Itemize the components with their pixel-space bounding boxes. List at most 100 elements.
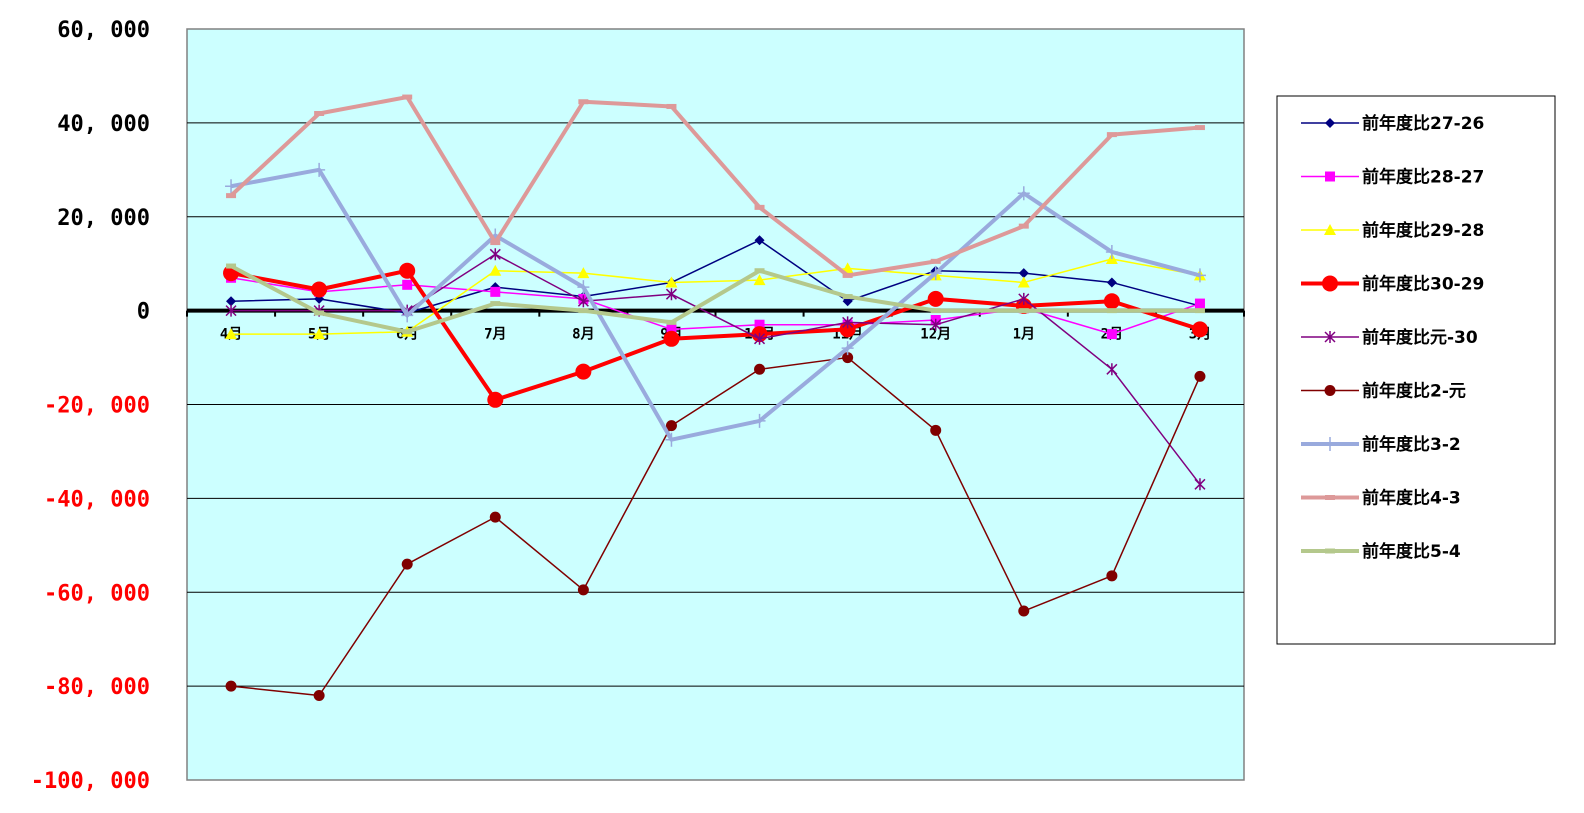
data-point [754,319,765,330]
x-tick-label: 8月 [572,327,594,343]
data-point [313,162,326,177]
data-point [930,258,941,264]
data-point [490,301,501,307]
y-axis: 60, 000 40, 000 20, 000 0 -20, 000 -40, 000 -6… [31,18,150,794]
data-point [487,391,504,408]
series-3 [225,252,1206,340]
legend-item: 前年度比30-29 [1301,274,1484,295]
x-tick-label: 7月 [484,327,506,343]
data-point [663,330,680,347]
series-line [230,167,1201,442]
y-tick-label: -100, 000 [31,769,150,794]
legend-item: 前年度比元-30 [1301,327,1478,348]
data-point [402,329,413,335]
data-point [575,363,592,380]
data-point [930,308,941,314]
data-point [313,328,326,340]
legend-item: 前年度比27-26 [1301,113,1484,134]
data-point [1018,292,1030,305]
y-tick-label: -80, 000 [44,675,150,700]
data-point [399,262,416,279]
data-point [754,363,766,375]
series-line [229,95,1201,278]
data-point [1106,308,1117,314]
data-point [1103,293,1120,310]
legend-item: 前年度比3-2 [1301,434,1461,455]
data-point [577,584,589,596]
x-tick-label: 1月 [1013,327,1035,343]
data-point [489,264,502,276]
data-point [1194,298,1205,309]
x-tick-label: 12月 [920,327,951,343]
data-point [577,267,590,279]
data-point [1106,132,1117,138]
series-8 [226,94,1205,278]
series-9 [226,263,1205,335]
data-point [1325,495,1335,500]
data-point [1191,321,1208,338]
y-tick-label: 0 [137,300,150,325]
data-point [666,103,677,109]
data-point [1325,548,1335,554]
data-point [1193,268,1206,283]
data-point [1324,331,1336,343]
data-point [225,328,238,340]
y-tick-label: -20, 000 [44,394,150,419]
series-line [230,268,1201,402]
data-point [665,288,677,301]
data-point [490,286,501,297]
series-line [230,356,1201,697]
legend: 前年度比27-26 前年度比28-27 前年度比29-28 前年度比30-29 前年度比… [1276,95,1556,645]
data-point [1018,605,1030,617]
data-point [930,424,942,436]
data-point [754,332,766,345]
data-point [489,511,501,523]
data-point [1194,370,1206,382]
data-point [401,558,413,570]
data-point [665,420,677,432]
data-point [1017,186,1030,201]
legend-item: 前年度比4-3 [1301,488,1461,509]
data-point [1324,385,1336,396]
data-point [1106,570,1118,582]
data-point [1325,171,1335,182]
data-point [578,308,589,314]
legend-label: 前年度比27-26 [1362,113,1484,134]
data-point [1324,224,1336,235]
data-point [1018,223,1029,229]
data-point [666,324,677,335]
data-point [1018,268,1029,279]
data-point [577,295,589,308]
data-point [842,294,853,300]
y-tick-label: 40, 000 [57,112,150,137]
data-point [665,276,678,288]
y-tick-label: -60, 000 [44,581,150,606]
legend-label: 前年度比28-27 [1362,167,1484,188]
legend-label: 前年度比2-元 [1362,381,1466,402]
data-point [1194,125,1205,131]
data-point [402,279,413,290]
data-point [311,281,328,298]
series-line [231,258,1201,335]
legend-item: 前年度比28-27 [1301,167,1484,188]
y-tick-label: -40, 000 [44,487,150,512]
legend-label: 前年度比3-2 [1362,434,1461,455]
legend-item: 前年度比29-28 [1301,220,1484,241]
legend-label: 前年度比29-28 [1362,220,1484,241]
legend-label: 前年度比元-30 [1362,327,1478,348]
data-point [754,268,765,274]
data-point [1324,437,1336,451]
legend-label: 前年度比4-3 [1362,488,1461,509]
y-tick-label: 20, 000 [57,206,150,231]
data-point [754,235,765,246]
data-point [578,99,589,105]
data-point [490,240,501,246]
data-point [1106,329,1117,340]
data-point [1106,363,1118,376]
data-point [842,272,853,278]
data-point [1106,277,1117,288]
data-point [226,193,237,199]
data-point [577,280,590,295]
